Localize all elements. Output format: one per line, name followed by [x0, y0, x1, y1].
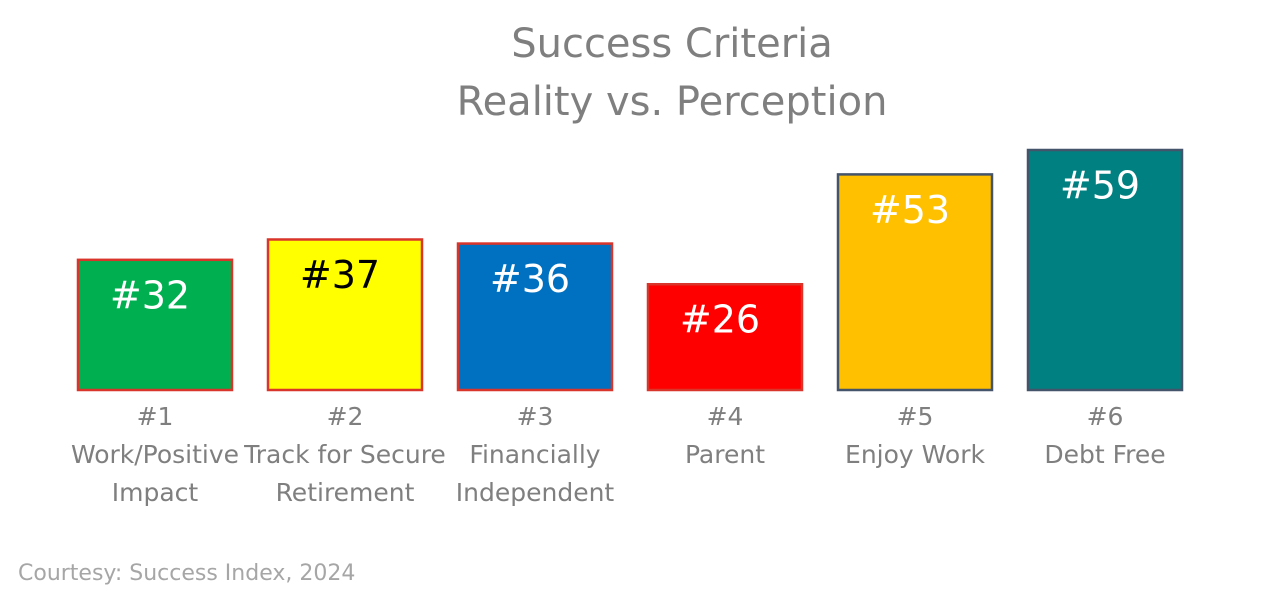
chart-title: Success Criteria	[511, 21, 833, 67]
rank-label: #6	[1086, 402, 1124, 431]
source-note: Courtesy: Success Index, 2024	[18, 561, 355, 586]
bar	[266, 238, 424, 392]
value-label: #37	[300, 253, 380, 297]
bar	[1026, 148, 1184, 392]
category-label: Track for Secure Retirement	[244, 440, 446, 507]
value-label: #36	[490, 257, 570, 301]
rank-label: #3	[516, 402, 554, 431]
value-label: #59	[1060, 164, 1140, 208]
bar	[76, 258, 234, 392]
category-label: Parent	[684, 440, 766, 469]
category-label: Work/Positive Impact	[70, 440, 240, 507]
category-label: Debt Free	[1044, 440, 1166, 469]
bar	[836, 173, 994, 392]
bar	[646, 282, 804, 392]
value-label: #53	[870, 188, 950, 232]
category-label: Financially Independent	[455, 440, 615, 507]
rank-label: #1	[136, 402, 174, 431]
value-label: #26	[680, 298, 760, 342]
rank-label: #5	[896, 402, 934, 431]
rank-label: #4	[706, 402, 744, 431]
category-label: Enjoy Work	[845, 440, 985, 469]
bar	[456, 242, 614, 392]
value-label: #32	[110, 273, 190, 317]
chart-subtitle: Reality vs. Perception	[457, 79, 888, 125]
rank-label: #2	[326, 402, 364, 431]
